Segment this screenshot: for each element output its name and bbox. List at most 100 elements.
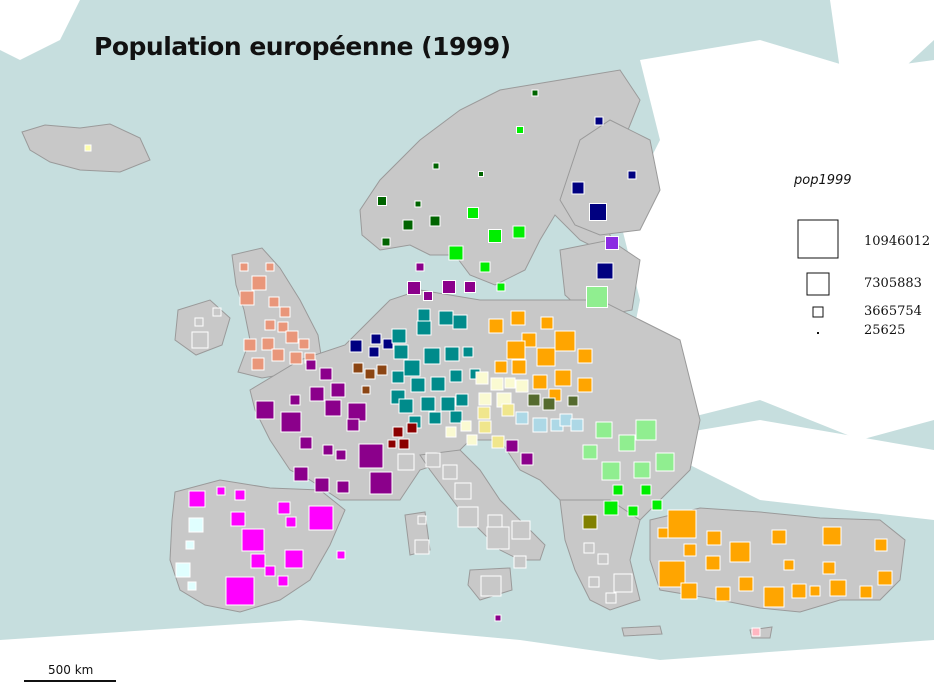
population-square	[583, 542, 595, 554]
finland	[559, 119, 661, 236]
legend-square-2	[806, 272, 830, 296]
population-square	[516, 126, 524, 134]
population-square	[261, 337, 275, 351]
population-square	[452, 314, 468, 330]
population-square	[595, 421, 613, 439]
population-square	[188, 490, 206, 508]
population-square	[397, 453, 415, 471]
population-square	[605, 236, 619, 250]
population-square	[194, 317, 204, 327]
population-square	[455, 393, 469, 407]
black-sea-north	[640, 420, 934, 520]
population-square	[361, 385, 371, 395]
population-square	[486, 526, 510, 550]
population-square	[265, 262, 275, 272]
population-square	[185, 540, 195, 550]
population-square	[449, 410, 463, 424]
population-square	[309, 386, 325, 402]
population-square	[417, 308, 431, 322]
population-square	[305, 359, 317, 371]
population-square	[191, 331, 209, 349]
population-square	[488, 318, 504, 334]
population-square	[829, 579, 847, 597]
population-square	[352, 362, 364, 374]
population-square	[407, 281, 421, 295]
population-square	[84, 144, 92, 152]
population-square	[417, 515, 427, 525]
population-square	[187, 581, 197, 591]
population-square	[657, 527, 669, 539]
population-square	[571, 181, 585, 195]
population-square	[299, 436, 313, 450]
population-square	[510, 310, 526, 326]
population-square	[586, 286, 608, 308]
population-square	[425, 452, 441, 468]
eastern-land	[620, 40, 934, 440]
population-square	[627, 170, 637, 180]
legend-value-4: 25625	[864, 323, 906, 338]
population-square	[364, 368, 376, 380]
population-square	[783, 559, 795, 571]
population-square	[251, 275, 267, 291]
population-square	[277, 575, 289, 587]
population-square	[504, 377, 516, 389]
population-square	[239, 290, 255, 306]
population-square	[520, 452, 534, 466]
population-square	[393, 344, 409, 360]
population-square	[423, 347, 441, 365]
africa-area	[0, 620, 934, 700]
population-square	[212, 307, 222, 317]
population-square	[289, 394, 301, 406]
population-square	[387, 439, 397, 449]
population-square	[377, 196, 387, 206]
population-square	[358, 443, 384, 469]
population-square	[505, 439, 519, 453]
population-square	[225, 576, 255, 606]
population-square	[655, 452, 675, 472]
population-square	[322, 444, 334, 456]
greenland-tip	[0, 0, 80, 60]
population-square	[234, 489, 246, 501]
population-square	[285, 516, 297, 528]
population-square	[667, 509, 697, 539]
population-square	[347, 402, 367, 422]
scandinavia	[359, 69, 641, 286]
population-square	[346, 418, 360, 432]
population-square	[279, 306, 291, 318]
population-square	[738, 576, 754, 592]
population-square	[809, 585, 821, 597]
population-square	[442, 464, 458, 480]
population-square	[680, 582, 698, 600]
population-square	[251, 357, 265, 371]
population-square	[368, 346, 380, 358]
population-square	[494, 360, 508, 374]
population-square	[603, 500, 619, 516]
scale-bar	[24, 680, 116, 682]
population-square	[277, 321, 289, 333]
population-square	[414, 200, 422, 208]
population-square	[791, 583, 807, 599]
population-square	[330, 382, 346, 398]
population-square	[216, 486, 226, 496]
population-square	[477, 406, 491, 420]
population-square	[582, 444, 598, 460]
population-square	[559, 413, 573, 427]
scale-bar-label: 500 km	[48, 663, 94, 677]
population-square	[382, 338, 394, 350]
population-square	[706, 530, 722, 546]
population-square	[255, 400, 275, 420]
population-square	[442, 280, 456, 294]
population-square	[490, 377, 504, 391]
population-square	[527, 393, 541, 407]
population-square	[336, 550, 346, 560]
population-square	[432, 162, 440, 170]
population-square	[705, 555, 721, 571]
population-square	[264, 319, 276, 331]
population-square	[398, 438, 410, 450]
population-square	[438, 310, 454, 326]
population-square	[751, 627, 761, 637]
population-square	[491, 435, 505, 449]
population-square	[398, 398, 414, 414]
population-square	[512, 225, 526, 239]
